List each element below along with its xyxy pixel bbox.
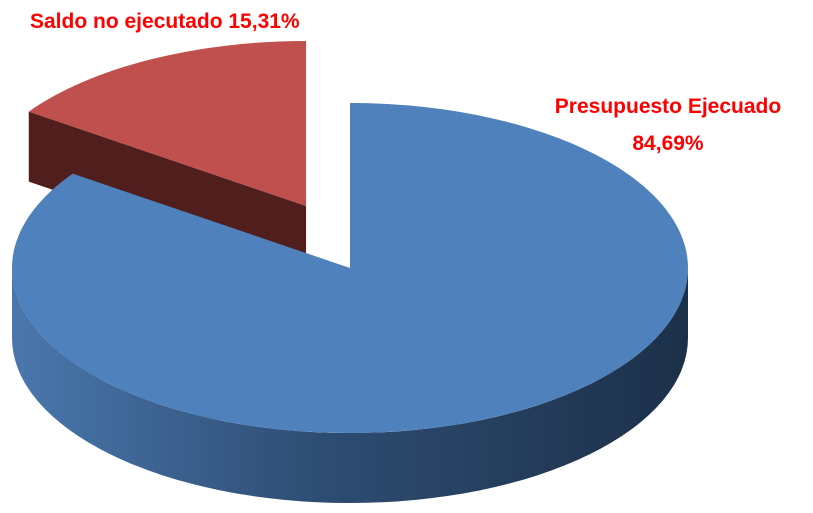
value-label: 15,31% [228,10,300,33]
slice [12,103,689,433]
category-label: Presupuesto Ejecuado [555,95,781,118]
slice-label: Saldo no ejecutado 15,31% [30,10,300,33]
slice [28,40,307,206]
category-label: Saldo no ejecutado [30,10,223,33]
value-label: 84,69% [632,132,704,155]
slice-side [12,268,688,503]
pie [12,40,689,503]
